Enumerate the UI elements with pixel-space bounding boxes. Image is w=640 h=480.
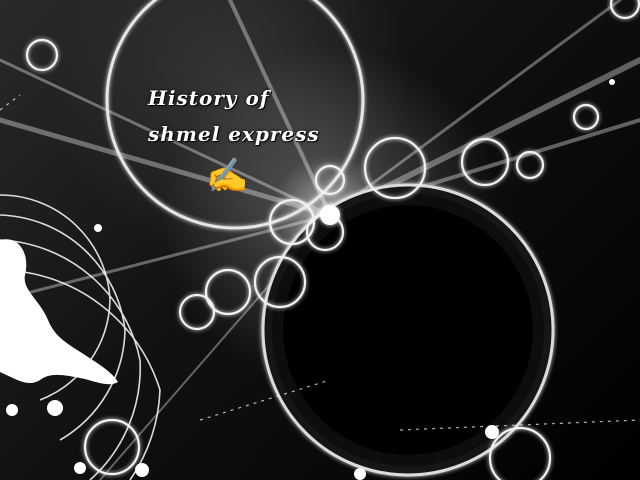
page-title: History of shmel express [148, 80, 408, 152]
title-line-1: History of [148, 86, 270, 110]
sparkle-lines [0, 94, 640, 431]
bright-core [320, 205, 340, 225]
upper-ring [105, 0, 365, 230]
ink-splash [0, 79, 615, 480]
writing-hand-icon: ✍️ [206, 156, 249, 196]
bubble-rings [25, 0, 640, 480]
title-line-2: shmel express [148, 122, 320, 146]
large-dark-ring [261, 183, 555, 477]
